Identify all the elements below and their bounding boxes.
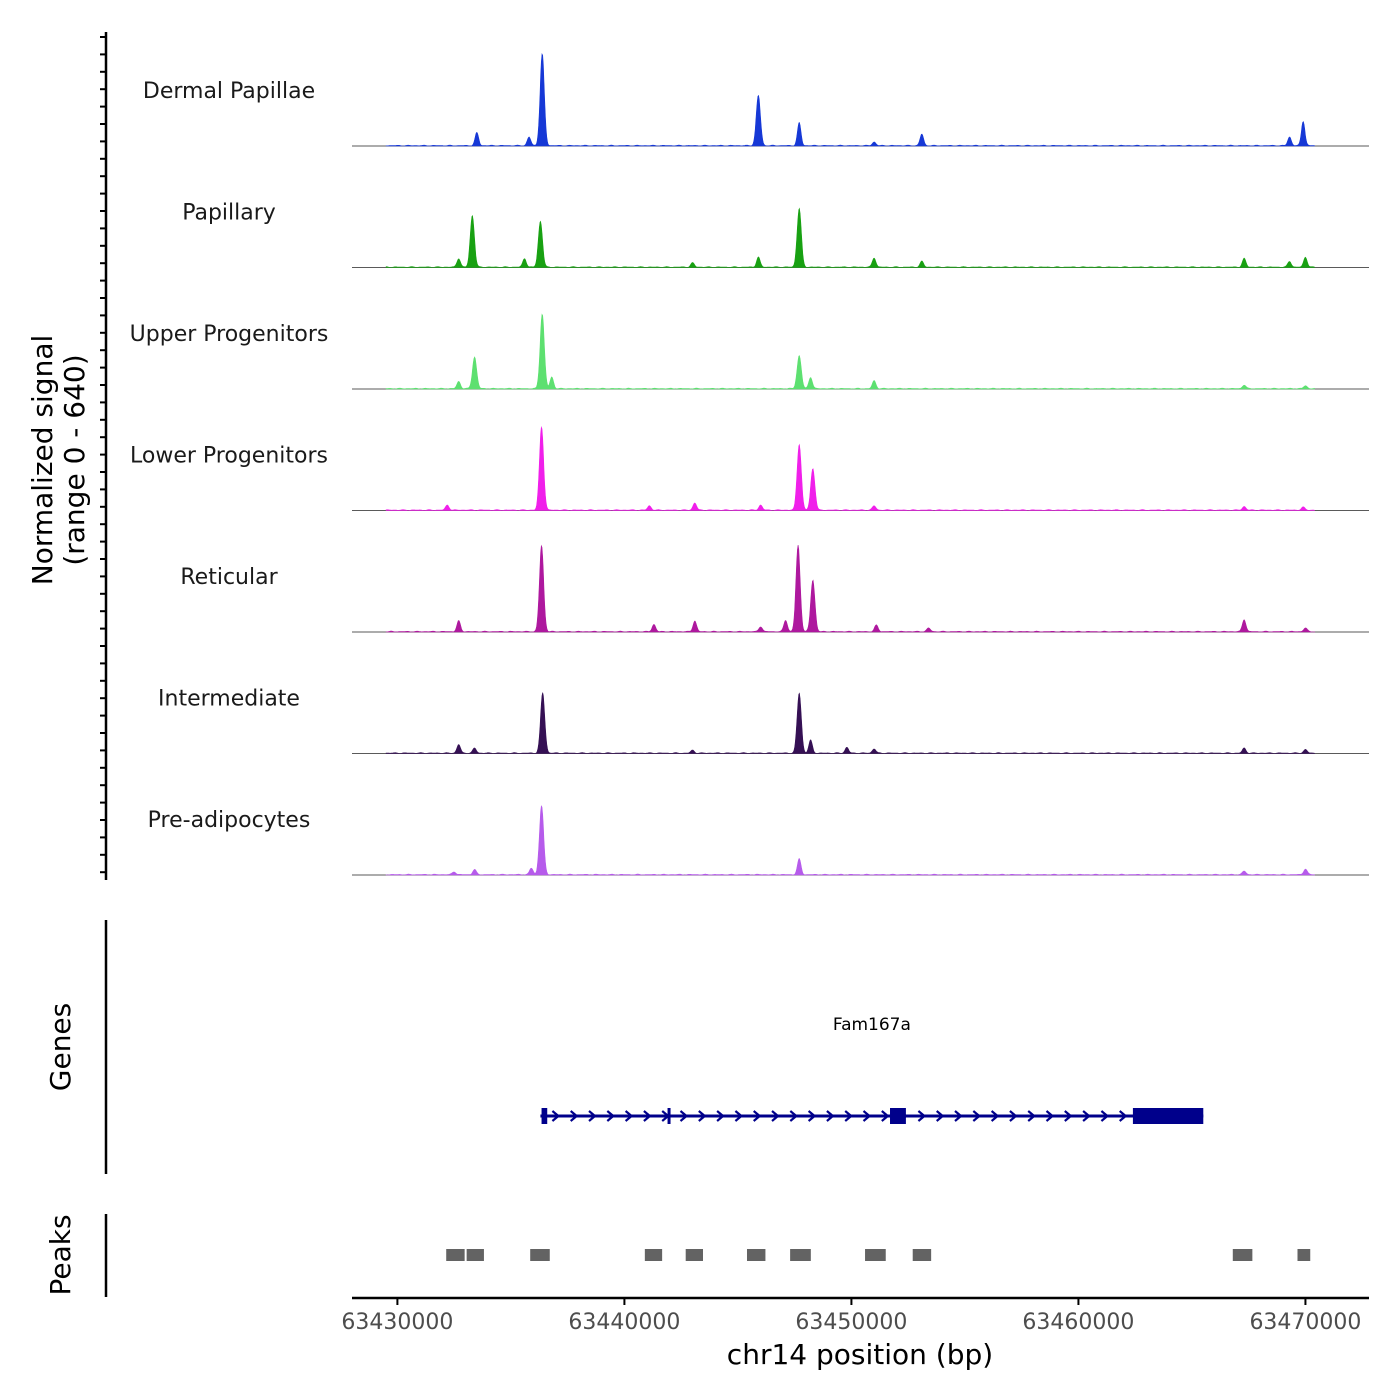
peak-region (865, 1249, 886, 1261)
strand-arrow (588, 1110, 597, 1122)
strand-arrow (1118, 1110, 1128, 1122)
strand-arrow (734, 1110, 744, 1122)
coverage-area (385, 207, 1315, 268)
peak-region (1232, 1249, 1253, 1261)
x-tick-label: 63430000 (341, 1310, 453, 1335)
strand-arrow (917, 1110, 927, 1122)
strand-arrow (716, 1110, 725, 1122)
coverage-tracks: Dermal Papillae Papillary Upper Progenitor… (130, 52, 1369, 876)
x-axis-title: chr14 position (bp) (727, 1338, 993, 1371)
peak-region (446, 1249, 465, 1261)
strand-arrow (752, 1110, 762, 1122)
signal-axis-title-line2: (range 0 - 640) (58, 354, 91, 565)
strand-arrow (789, 1110, 799, 1122)
track-label: Lower Progenitors (130, 444, 328, 469)
gene-track: Fam167a (540, 1015, 1204, 1124)
gene-utr-block (667, 1108, 671, 1124)
coverage-area (385, 426, 1315, 511)
strand-arrow (935, 1110, 945, 1122)
gene-exon-block (890, 1108, 906, 1124)
strand-arrow (771, 1110, 780, 1122)
track-intermediate: Intermediate (158, 687, 1369, 754)
track-label: Papillary (182, 201, 276, 226)
coverage-area (385, 805, 1316, 876)
x-tick-label: 63460000 (1022, 1310, 1134, 1335)
peak-region (685, 1249, 703, 1261)
peak-region (644, 1249, 663, 1261)
genes-axis-title: Genes (44, 1003, 77, 1091)
strand-arrow (990, 1110, 1000, 1122)
x-tick-label: 63450000 (795, 1310, 907, 1335)
track-label: Dermal Papillae (143, 79, 315, 104)
peak-region (1297, 1249, 1311, 1261)
peak-region (746, 1249, 766, 1261)
coverage-area (385, 52, 1315, 147)
strand-arrow (1064, 1110, 1073, 1122)
track-label: Upper Progenitors (130, 322, 329, 347)
strand-arrow (844, 1110, 853, 1122)
signal-axis-title-line1: Normalized signal (26, 335, 59, 586)
track-label: Pre-adipocytes (148, 808, 311, 833)
strand-arrow (826, 1110, 835, 1122)
strand-arrow (862, 1110, 872, 1122)
x-axis-ticks: 63430000 63440000 63450000 63460000 63470000 (341, 1298, 1361, 1335)
peak-track (446, 1249, 1311, 1261)
strand-arrow (1100, 1110, 1110, 1122)
track-pre-adipocytes: Pre-adipocytes (148, 805, 1369, 876)
track-lower-progenitors: Lower Progenitors (130, 426, 1369, 511)
peak-region (790, 1249, 811, 1261)
track-dermal-papillae: Dermal Papillae (143, 52, 1369, 147)
coverage-area (385, 544, 1316, 633)
strand-arrow (1027, 1110, 1036, 1122)
x-tick-label: 63470000 (1249, 1310, 1361, 1335)
strand-arrow (807, 1110, 817, 1122)
strand-arrow (606, 1110, 616, 1122)
gene-name-label: Fam167a (833, 1015, 911, 1035)
gene-utr-block (541, 1108, 548, 1124)
strand-arrow (624, 1110, 634, 1122)
track-upper-progenitors: Upper Progenitors (130, 313, 1369, 390)
strand-arrow (698, 1110, 707, 1122)
strand-arrow (1082, 1110, 1091, 1122)
track-label: Intermediate (158, 687, 300, 712)
strand-arrow (643, 1110, 652, 1122)
signal-axis-ticks (100, 36, 106, 874)
strand-arrow (972, 1110, 982, 1122)
x-tick-label: 63440000 (568, 1310, 680, 1335)
strand-arrow (954, 1110, 963, 1122)
track-reticular: Reticular (180, 544, 1369, 633)
track-papillary: Papillary (182, 201, 1369, 268)
peak-region (912, 1249, 932, 1261)
coverage-area (385, 692, 1316, 754)
gene-exon-block (1132, 1108, 1204, 1124)
strand-arrow (1009, 1110, 1018, 1122)
track-label: Reticular (180, 565, 278, 590)
peak-region (530, 1249, 550, 1261)
coverage-area (385, 313, 1315, 390)
strand-arrow (569, 1110, 579, 1122)
strand-arrow (551, 1110, 561, 1122)
strand-arrow (679, 1110, 689, 1122)
strand-arrow (1045, 1110, 1055, 1122)
strand-arrow (881, 1110, 890, 1122)
peak-region (466, 1249, 484, 1261)
peaks-axis-title: Peaks (44, 1214, 77, 1295)
